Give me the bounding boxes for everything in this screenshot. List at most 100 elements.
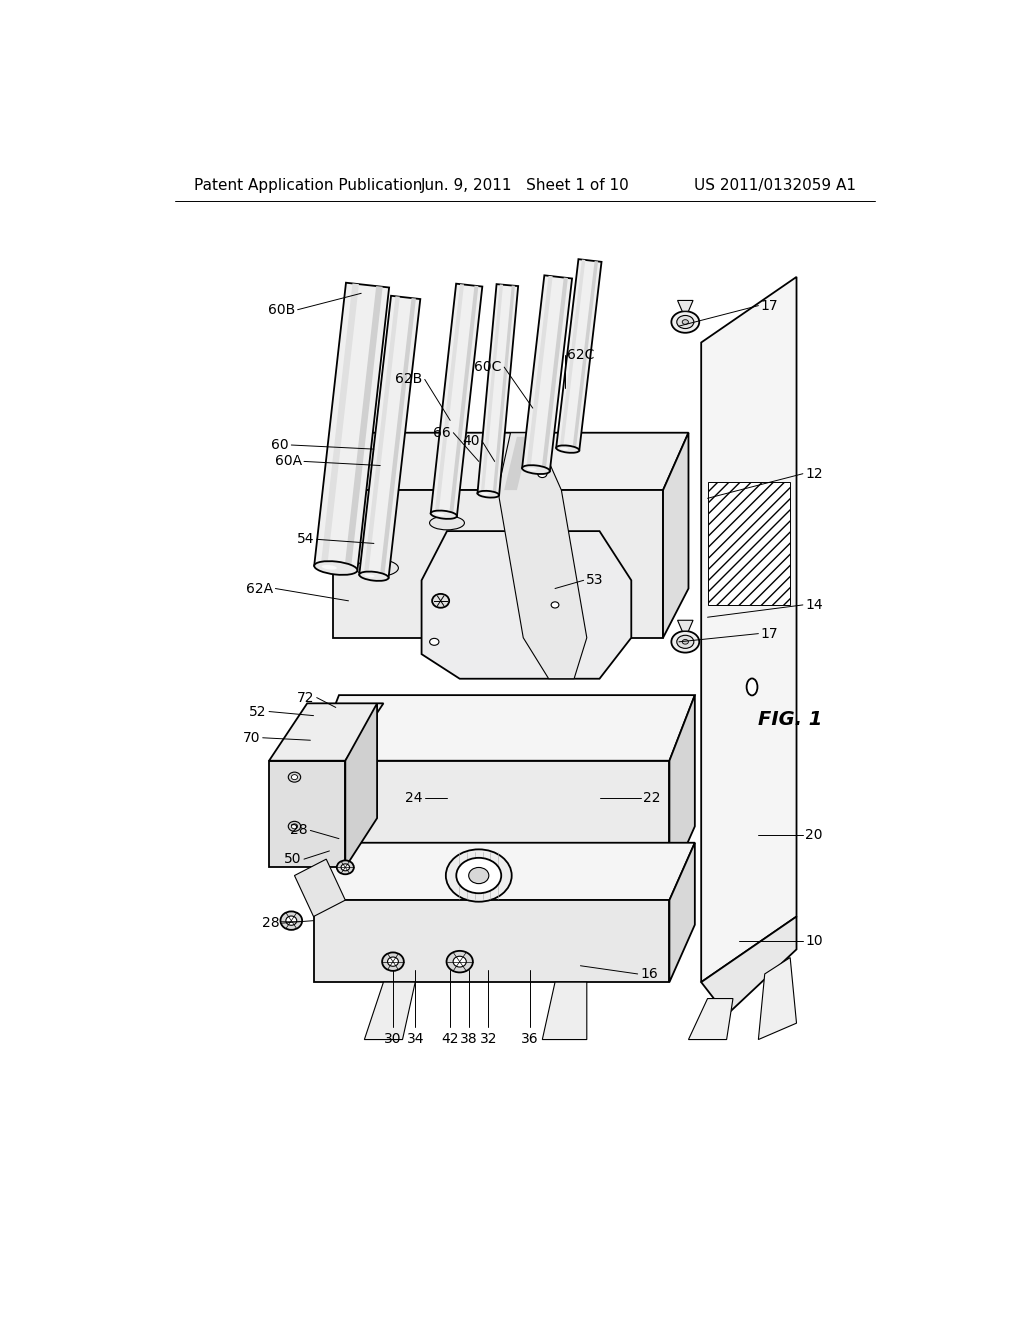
Ellipse shape bbox=[453, 956, 466, 968]
Ellipse shape bbox=[281, 911, 302, 929]
Text: 17: 17 bbox=[761, 627, 778, 640]
Bar bbox=[708, 482, 791, 605]
Polygon shape bbox=[556, 259, 601, 450]
Text: 17: 17 bbox=[761, 298, 778, 313]
Polygon shape bbox=[701, 916, 797, 1015]
Ellipse shape bbox=[446, 950, 473, 973]
Ellipse shape bbox=[529, 595, 542, 606]
Polygon shape bbox=[345, 704, 377, 867]
Polygon shape bbox=[321, 284, 359, 568]
Text: 14: 14 bbox=[805, 598, 823, 612]
Text: 40: 40 bbox=[462, 434, 479, 447]
Polygon shape bbox=[434, 284, 464, 515]
Polygon shape bbox=[313, 760, 670, 884]
Ellipse shape bbox=[337, 861, 354, 874]
Ellipse shape bbox=[289, 772, 301, 783]
Polygon shape bbox=[431, 284, 482, 516]
Ellipse shape bbox=[322, 565, 337, 570]
Ellipse shape bbox=[292, 824, 298, 829]
Polygon shape bbox=[543, 982, 587, 1040]
Text: 28: 28 bbox=[291, 824, 308, 837]
Text: 60: 60 bbox=[271, 438, 289, 451]
Ellipse shape bbox=[677, 315, 694, 329]
Ellipse shape bbox=[746, 678, 758, 696]
Polygon shape bbox=[670, 842, 695, 982]
Ellipse shape bbox=[568, 599, 573, 603]
Text: 66: 66 bbox=[433, 426, 451, 440]
Ellipse shape bbox=[382, 953, 403, 972]
Ellipse shape bbox=[355, 560, 398, 577]
Text: Patent Application Publication: Patent Application Publication bbox=[194, 178, 422, 193]
Ellipse shape bbox=[564, 595, 578, 606]
Text: 32: 32 bbox=[479, 1032, 497, 1045]
Ellipse shape bbox=[551, 602, 559, 609]
Polygon shape bbox=[422, 531, 631, 678]
Text: 16: 16 bbox=[640, 968, 657, 981]
Ellipse shape bbox=[292, 775, 298, 780]
Ellipse shape bbox=[522, 465, 550, 474]
Text: Jun. 9, 2011   Sheet 1 of 10: Jun. 9, 2011 Sheet 1 of 10 bbox=[421, 178, 629, 193]
Ellipse shape bbox=[341, 863, 349, 871]
Text: 62A: 62A bbox=[246, 582, 273, 595]
Ellipse shape bbox=[387, 957, 398, 966]
Text: 10: 10 bbox=[805, 935, 823, 948]
Ellipse shape bbox=[481, 492, 488, 495]
Polygon shape bbox=[542, 277, 568, 471]
Text: 36: 36 bbox=[521, 1032, 539, 1045]
Polygon shape bbox=[522, 276, 572, 471]
Polygon shape bbox=[498, 433, 587, 678]
Ellipse shape bbox=[429, 516, 465, 529]
Ellipse shape bbox=[314, 561, 357, 576]
Text: 62C: 62C bbox=[567, 347, 594, 362]
Polygon shape bbox=[493, 285, 515, 495]
Ellipse shape bbox=[677, 635, 694, 648]
Polygon shape bbox=[295, 859, 345, 916]
Ellipse shape bbox=[432, 594, 450, 607]
Ellipse shape bbox=[672, 312, 699, 333]
Polygon shape bbox=[313, 696, 695, 760]
Text: 28: 28 bbox=[262, 916, 280, 931]
Polygon shape bbox=[313, 900, 670, 982]
Ellipse shape bbox=[445, 849, 512, 902]
Polygon shape bbox=[359, 296, 420, 578]
Text: 72: 72 bbox=[297, 690, 314, 705]
Polygon shape bbox=[380, 298, 416, 577]
Ellipse shape bbox=[538, 470, 547, 478]
Ellipse shape bbox=[556, 445, 580, 453]
Ellipse shape bbox=[430, 639, 439, 645]
Polygon shape bbox=[477, 284, 518, 495]
Ellipse shape bbox=[527, 467, 537, 471]
Polygon shape bbox=[314, 282, 389, 570]
Polygon shape bbox=[678, 620, 693, 631]
Text: US 2011/0132059 A1: US 2011/0132059 A1 bbox=[693, 178, 856, 193]
Ellipse shape bbox=[457, 858, 501, 894]
Polygon shape bbox=[526, 276, 553, 469]
Text: 70: 70 bbox=[243, 731, 260, 744]
Ellipse shape bbox=[682, 319, 688, 325]
Polygon shape bbox=[313, 842, 695, 900]
Polygon shape bbox=[333, 433, 688, 490]
Polygon shape bbox=[269, 704, 383, 760]
Text: 34: 34 bbox=[407, 1032, 424, 1045]
Text: 22: 22 bbox=[643, 791, 660, 805]
Text: 62B: 62B bbox=[395, 372, 423, 387]
Ellipse shape bbox=[286, 916, 297, 925]
Polygon shape bbox=[269, 760, 345, 867]
Text: 60B: 60B bbox=[268, 302, 295, 317]
Ellipse shape bbox=[469, 867, 488, 883]
Text: 50: 50 bbox=[285, 853, 302, 866]
Polygon shape bbox=[678, 301, 693, 312]
Text: 53: 53 bbox=[586, 573, 603, 587]
Polygon shape bbox=[365, 982, 415, 1040]
Polygon shape bbox=[701, 277, 797, 982]
Polygon shape bbox=[364, 296, 399, 576]
Ellipse shape bbox=[477, 491, 499, 498]
Text: 42: 42 bbox=[441, 1032, 459, 1045]
Polygon shape bbox=[759, 957, 797, 1040]
Ellipse shape bbox=[289, 821, 301, 832]
Ellipse shape bbox=[682, 639, 688, 644]
Polygon shape bbox=[504, 437, 529, 490]
Polygon shape bbox=[664, 433, 688, 638]
Polygon shape bbox=[572, 261, 598, 450]
Text: 38: 38 bbox=[461, 1032, 478, 1045]
